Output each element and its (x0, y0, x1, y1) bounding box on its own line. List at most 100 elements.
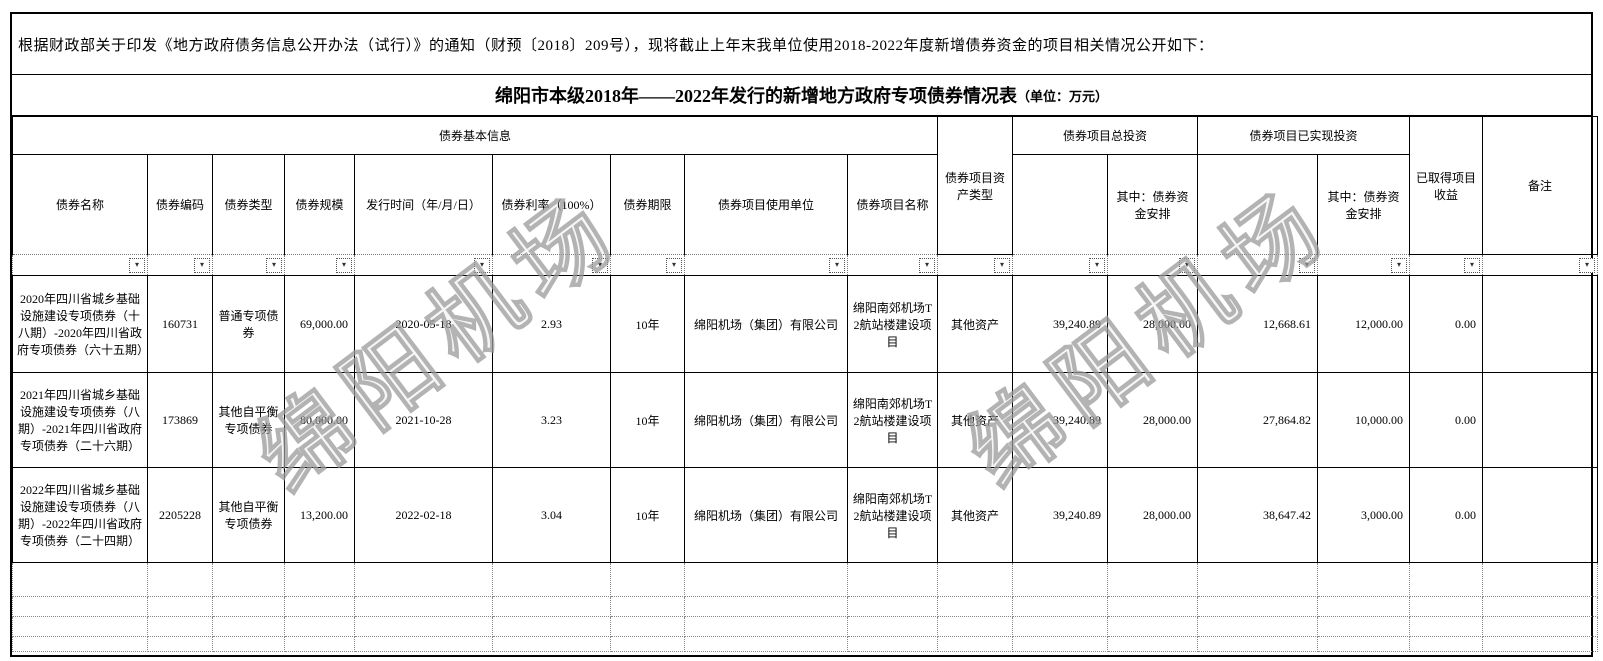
col-header-bond-type: 债券类型 (212, 154, 285, 255)
empty-cell (610, 616, 685, 637)
empty-cell (610, 596, 685, 617)
group-header-basic-info: 债券基本信息 (11, 116, 939, 155)
filter-dropdown-icon[interactable]: ▾ (666, 257, 682, 273)
filter-cell: ▾ (1012, 254, 1109, 276)
empty-cell (1409, 596, 1484, 617)
col-header-total-sub-bond-funds: 其中：债券资金安排 (1107, 154, 1199, 255)
group-header-total-investment: 债券项目总投资 (1012, 116, 1199, 155)
empty-cell (1482, 636, 1599, 652)
realized-bond-funds-cell: 3,000.00 (1317, 467, 1411, 563)
empty-cell (937, 596, 1014, 617)
total-bond-funds-cell: 28,000.00 (1107, 275, 1199, 373)
empty-cell (1197, 596, 1319, 617)
col-header-bond-term: 债券期限 (610, 154, 685, 255)
empty-cell (1317, 636, 1411, 652)
empty-cell (1409, 616, 1484, 637)
col-header-realized-blank (1197, 154, 1319, 255)
bond-name-cell: 2020年四川省城乡基础设施建设专项债券（十八期）-2020年四川省政府专项债券… (12, 275, 148, 373)
disclosure-sheet: 根据财政部关于印发《地方政府债务信息公开办法（试行）》的通知（财预〔2018〕2… (10, 12, 1599, 657)
empty-cell (1482, 616, 1599, 637)
realized-bond-funds-cell: 12,000.00 (1317, 275, 1411, 373)
filter-dropdown-icon[interactable]: ▾ (1464, 257, 1481, 273)
col-header-remark: 备注 (1482, 116, 1599, 255)
col-header-asset-type: 债券项目资产类型 (937, 116, 1014, 255)
empty-cell (846, 636, 939, 652)
empty-cell (1012, 636, 1109, 652)
filter-cell: ▾ (1317, 254, 1411, 276)
empty-cell (12, 596, 148, 617)
bond-type-cell: 普通专项债券 (212, 275, 285, 373)
filter-cell: ▾ (492, 254, 611, 276)
bond-term-cell: 10年 (610, 275, 685, 373)
empty-row (12, 616, 1599, 637)
empty-cell (846, 596, 939, 617)
empty-row (12, 562, 1599, 597)
total-bond-funds-cell: 28,000.00 (1107, 372, 1199, 468)
col-header-bond-code: 债券编码 (147, 154, 213, 255)
asset-type-cell: 其他资产 (937, 275, 1014, 373)
filter-dropdown-icon[interactable]: ▾ (266, 257, 282, 273)
bond-rate-cell: 3.04 (492, 467, 611, 563)
filter-dropdown-icon[interactable]: ▾ (336, 257, 352, 273)
empty-cell (147, 596, 213, 617)
filter-dropdown-icon[interactable]: ▾ (592, 257, 608, 273)
empty-cell (212, 596, 285, 617)
empty-cell (492, 636, 611, 652)
income-cell: 0.00 (1409, 372, 1484, 468)
bond-term-cell: 10年 (610, 467, 685, 563)
filter-dropdown-icon[interactable]: ▾ (194, 257, 210, 273)
col-header-issue-date: 发行时间（年/月/日） (354, 154, 493, 255)
empty-cell (610, 562, 685, 597)
empty-cell (1482, 562, 1599, 597)
empty-cell (846, 616, 939, 637)
empty-cell (492, 596, 611, 617)
bond-type-cell: 其他自平衡专项债券 (212, 467, 285, 563)
empty-cell (1317, 616, 1411, 637)
col-header-income: 已取得项目收益 (1409, 116, 1484, 255)
empty-cell (354, 562, 493, 597)
empty-cell (147, 562, 213, 597)
bond-rate-cell: 3.23 (492, 372, 611, 468)
project-name-cell: 绵阳南郊机场T2航站楼建设项目 (846, 275, 939, 373)
total-bond-funds-cell: 28,000.00 (1107, 467, 1199, 563)
bond-name-cell: 2021年四川省城乡基础设施建设专项债券（八期）-2021年四川省政府专项债券（… (12, 372, 148, 468)
empty-cell (284, 562, 355, 597)
filter-cell: ▾ (684, 254, 848, 276)
empty-cell (937, 636, 1014, 652)
filter-dropdown-icon[interactable]: ▾ (1089, 257, 1106, 273)
filter-cell: ▾ (354, 254, 493, 276)
col-header-realized-sub-bond-funds: 其中：债券资金安排 (1317, 154, 1411, 255)
empty-cell (1317, 562, 1411, 597)
filter-dropdown-icon[interactable]: ▾ (474, 257, 490, 273)
col-header-bond-rate: 债券利率（100%） (492, 154, 611, 255)
filter-dropdown-icon[interactable]: ▾ (1299, 257, 1316, 273)
empty-cell (1107, 616, 1199, 637)
filter-dropdown-icon[interactable]: ▾ (129, 257, 145, 273)
empty-cell (937, 616, 1014, 637)
filter-dropdown-icon[interactable]: ▾ (919, 257, 936, 273)
asset-type-cell: 其他资产 (937, 467, 1014, 563)
empty-row (12, 596, 1599, 617)
bond-scale-cell: 69,000.00 (284, 275, 355, 373)
filter-dropdown-icon[interactable]: ▾ (994, 257, 1011, 273)
filter-dropdown-icon[interactable]: ▾ (829, 257, 845, 273)
table-title: 绵阳市本级2018年——2022年发行的新增地方政府专项债券情况表 (494, 86, 1017, 106)
col-header-bond-name: 债券名称 (12, 154, 148, 255)
using-unit-cell: 绵阳机场（集团）有限公司 (684, 275, 848, 373)
filter-dropdown-icon[interactable]: ▾ (1579, 257, 1596, 273)
filter-cell: ▾ (147, 254, 213, 276)
empty-cell (1012, 596, 1109, 617)
issue-date-cell: 2022-02-18 (354, 467, 493, 563)
bond-code-cell: 2205228 (147, 467, 213, 563)
filter-dropdown-icon[interactable]: ▾ (1391, 257, 1408, 273)
bond-scale-cell: 13,200.00 (284, 467, 355, 563)
col-header-bond-scale: 债券规模 (284, 154, 355, 255)
group-header-realized-investment: 债券项目已实现投资 (1197, 116, 1411, 155)
empty-cell (354, 616, 493, 637)
realized-investment-cell: 38,647.42 (1197, 467, 1319, 563)
bond-term-cell: 10年 (610, 372, 685, 468)
using-unit-cell: 绵阳机场（集团）有限公司 (684, 467, 848, 563)
filter-dropdown-icon[interactable]: ▾ (1179, 257, 1196, 273)
empty-cell (610, 636, 685, 652)
empty-cell (1197, 616, 1319, 637)
